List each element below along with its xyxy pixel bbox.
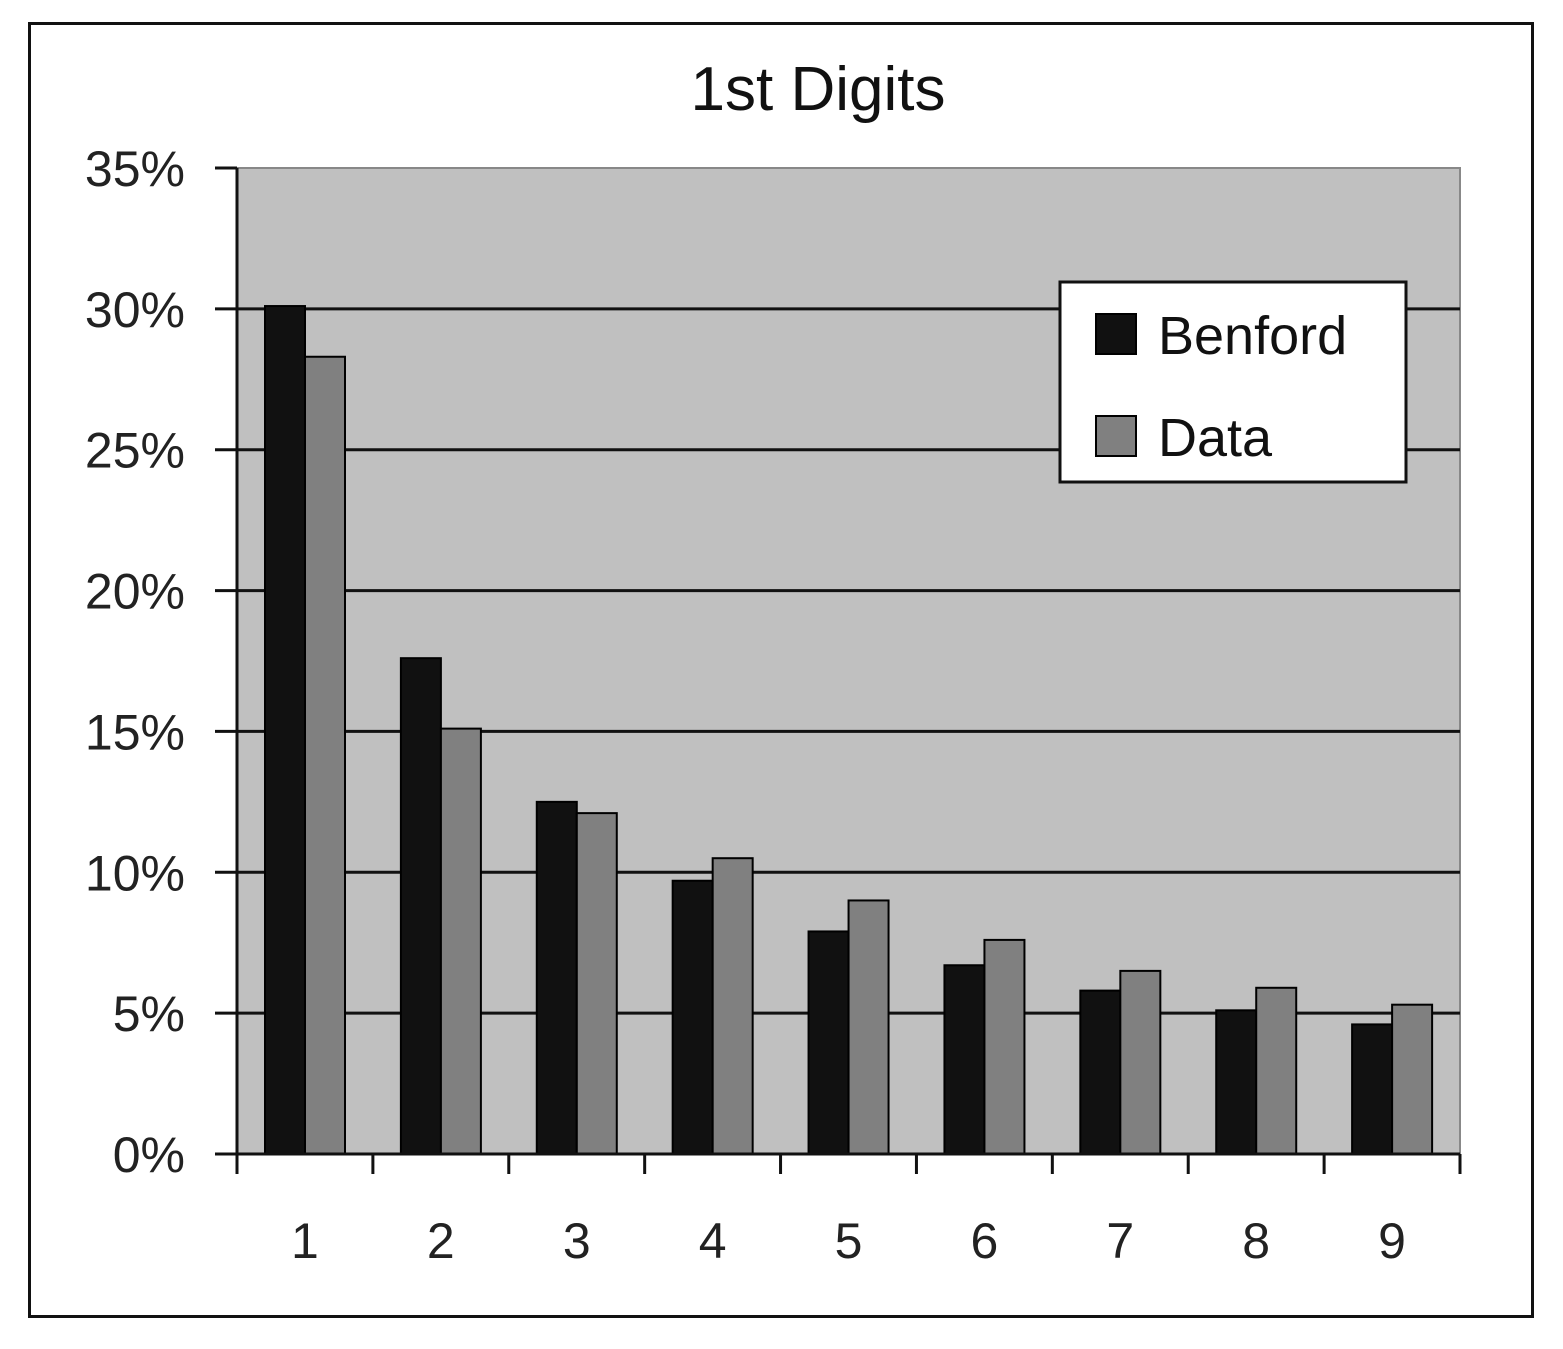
legend-label-benford: Benford — [1158, 306, 1347, 366]
y-tick-label: 5% — [113, 986, 185, 1042]
y-tick-label: 10% — [85, 845, 185, 901]
y-tick-label: 15% — [85, 704, 185, 760]
y-tick-label: 20% — [85, 564, 185, 620]
bar-data-1 — [304, 355, 346, 1155]
x-axis-ticks: 1 2 3 4 5 6 7 8 9 — [235, 1154, 1462, 1269]
bar-benford-5 — [807, 930, 850, 1156]
x-tick-label: 4 — [699, 1213, 727, 1269]
bar-data-9 — [1391, 1003, 1434, 1155]
x-tick-label: 7 — [1106, 1213, 1134, 1269]
bar-benford-6 — [943, 964, 986, 1155]
x-tick-label: 1 — [291, 1213, 319, 1269]
bar-data-5 — [847, 899, 890, 1156]
legend-swatch-benford — [1095, 313, 1137, 355]
bar-benford-3 — [535, 800, 578, 1155]
x-tick-label: 3 — [563, 1213, 591, 1269]
bar-benford-9 — [1351, 1023, 1394, 1155]
y-tick-label: 25% — [85, 423, 185, 479]
x-tick-label: 2 — [427, 1213, 455, 1269]
y-tick-label: 30% — [85, 282, 185, 338]
bar-data-8 — [1255, 986, 1298, 1155]
bar-data-3 — [575, 812, 618, 1156]
bar-benford-2 — [399, 657, 442, 1155]
x-tick-label: 5 — [835, 1213, 863, 1269]
chart-title: 1st Digits — [691, 55, 946, 124]
y-tick-label: 0% — [113, 1127, 185, 1183]
legend: Benford Data — [1058, 280, 1408, 484]
legend-swatch-data — [1095, 415, 1137, 457]
x-tick-label: 8 — [1242, 1213, 1270, 1269]
bar-benford-7 — [1079, 989, 1122, 1155]
bar-benford-1 — [264, 305, 306, 1156]
x-tick-label: 9 — [1378, 1213, 1406, 1269]
y-tick-label: 35% — [85, 141, 185, 197]
bar-data-2 — [439, 727, 482, 1156]
bar-benford-8 — [1215, 1009, 1258, 1156]
x-tick-label: 6 — [970, 1213, 998, 1269]
bar-benford-4 — [671, 879, 714, 1155]
legend-label-data: Data — [1158, 408, 1273, 468]
bar-data-7 — [1119, 969, 1162, 1156]
bar-data-6 — [983, 938, 1026, 1156]
axes — [235, 168, 1460, 1156]
y-axis-ticks: 0% 5% 10% 15% 20% 25% 30% 35% — [85, 141, 237, 1183]
bar-data-4 — [711, 857, 754, 1155]
